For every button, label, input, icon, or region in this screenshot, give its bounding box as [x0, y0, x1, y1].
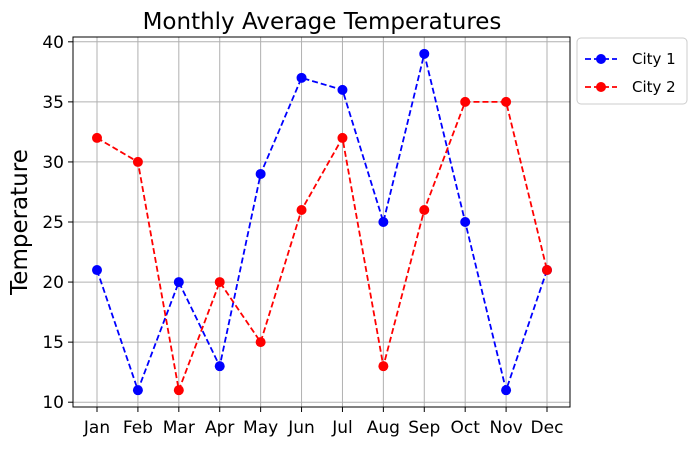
- x-tick-label: Jul: [331, 418, 353, 438]
- data-point: [378, 361, 389, 372]
- data-point: [132, 156, 143, 167]
- data-point: [296, 204, 307, 215]
- data-point: [214, 361, 225, 372]
- legend-item: City 2: [585, 78, 676, 96]
- data-point: [92, 265, 102, 276]
- y-tick-label: 35: [42, 93, 64, 113]
- data-point: [460, 217, 471, 227]
- x-tick-label: May: [243, 418, 278, 438]
- data-point: [92, 132, 102, 143]
- data-point: [255, 337, 266, 348]
- data-point: [337, 132, 348, 143]
- data-point: [214, 277, 225, 288]
- data-point: [132, 385, 143, 396]
- data-point: [501, 385, 512, 396]
- series-line: [96, 100, 548, 394]
- x-tick-label: Apr: [205, 418, 234, 438]
- x-tick-label: Jan: [83, 418, 110, 438]
- data-point: [173, 385, 184, 396]
- legend: City 1 City 2: [576, 37, 688, 105]
- data-point: [419, 48, 430, 59]
- x-tick-label: Nov: [489, 418, 522, 438]
- legend-marker: [596, 54, 606, 64]
- series-2: [92, 96, 552, 396]
- data-point: [542, 265, 552, 276]
- y-tick-label: 20: [42, 273, 64, 293]
- grid: [73, 37, 570, 407]
- data-point: [337, 84, 348, 95]
- series-layer: [92, 48, 552, 396]
- x-tick-label: Aug: [367, 418, 400, 438]
- legend-label: City 2: [632, 78, 676, 96]
- x-tick-label: Dec: [531, 418, 564, 438]
- y-axis-label: Temperature: [7, 149, 33, 296]
- ticks: Jan Feb Mar Apr May Jun Jul Aug Sep Oct Nov Dec 10 15…: [42, 33, 563, 438]
- legend-label: City 1: [632, 50, 676, 68]
- x-tick-label: Mar: [163, 418, 195, 438]
- series-line: [96, 53, 548, 394]
- chart-title: Monthly Average Temperatures: [143, 9, 502, 35]
- y-tick-label: 15: [42, 333, 64, 353]
- x-tick-label: Sep: [408, 418, 440, 438]
- x-tick-label: Feb: [123, 418, 153, 438]
- data-point: [460, 96, 471, 107]
- data-point: [419, 204, 430, 215]
- y-tick-label: 10: [42, 393, 64, 413]
- y-tick-label: 40: [42, 33, 64, 53]
- data-point: [378, 217, 389, 227]
- x-tick-label: Jun: [287, 418, 315, 438]
- data-point: [296, 72, 307, 83]
- x-tick-label: Oct: [450, 418, 480, 438]
- legend-item: City 1: [585, 50, 676, 68]
- legend-marker: [596, 82, 606, 92]
- data-point: [173, 277, 184, 288]
- y-tick-label: 25: [42, 213, 64, 233]
- data-point: [255, 168, 266, 179]
- data-point: [501, 96, 512, 107]
- y-tick-label: 30: [42, 153, 64, 173]
